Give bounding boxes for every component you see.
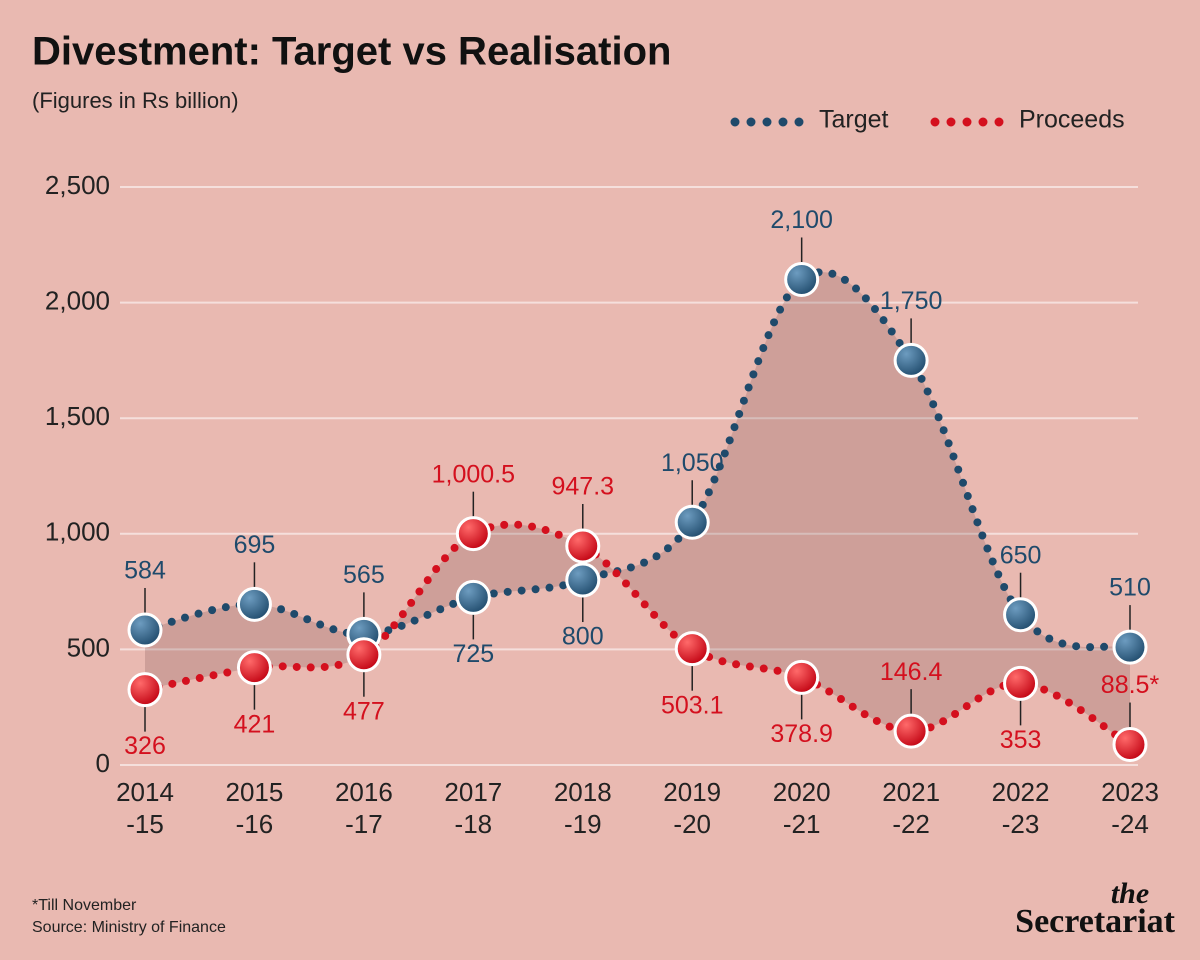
x-tick-label: 2016 -17 [334,777,393,839]
point [565,562,601,598]
gap-area [145,272,1130,745]
x-tick-label: 2023 -24 [1101,777,1159,839]
point [674,631,710,667]
point [893,342,929,378]
y-tick-label: 0 [96,748,110,778]
data-label: 146.4 [880,658,943,686]
data-label: 2,100 [770,206,833,234]
point [127,672,163,708]
point [236,586,272,622]
data-label: 800 [562,623,604,651]
data-label: 510 [1109,574,1151,602]
point [784,659,820,695]
legend-label: Proceeds [1019,106,1125,134]
data-label: 503.1 [661,691,724,719]
data-label: 88.5* [1101,671,1160,699]
chart-title: Divestment: Target vs Realisation [32,30,671,74]
x-tick-label: 2020 -21 [772,777,831,839]
point [784,261,820,297]
data-label: 1,000.5 [432,460,515,488]
data-label: 1,050 [661,449,724,477]
point [1003,597,1039,633]
y-tick-label: 2,500 [45,170,110,200]
point [565,528,601,564]
data-label: 584 [124,557,166,585]
chart-subtitle: (Figures in Rs billion) [32,88,239,113]
data-label: 421 [234,710,276,738]
point [455,579,491,615]
data-label: 725 [452,640,494,668]
y-tick-label: 500 [67,632,110,662]
brand: Secretariat [1015,903,1176,940]
x-tick-label: 2015 -16 [225,777,284,839]
footnote: *Till November [32,897,137,914]
source: Source: Ministry of Finance [32,919,226,936]
series-line [141,268,1134,652]
data-label: 947.3 [551,473,614,501]
point [127,612,163,648]
series-line [141,520,1134,749]
point [1003,665,1039,701]
data-label: 378.9 [770,720,833,748]
data-label: 695 [234,531,276,559]
y-tick-label: 2,000 [45,285,110,315]
x-tick-label: 2022 -23 [991,777,1050,839]
point [346,637,382,673]
point [893,713,929,749]
y-tick-label: 1,000 [45,517,110,547]
x-tick-label: 2017 -18 [444,777,503,839]
data-label: 650 [1000,541,1042,569]
data-label: 565 [343,561,385,589]
x-tick-label: 2021 -22 [882,777,941,839]
legend-label: Target [819,106,889,134]
point [1112,629,1148,665]
point [455,516,491,552]
y-tick-label: 1,500 [45,401,110,431]
data-label: 477 [343,697,385,725]
data-label: 353 [1000,726,1042,754]
data-label: 1,750 [880,287,943,315]
point [1112,727,1148,763]
point [674,504,710,540]
brand-top: the [1111,877,1149,910]
x-tick-label: 2019 -20 [663,777,722,839]
x-tick-label: 2018 -19 [553,777,612,839]
point [236,650,272,686]
x-tick-label: 2014 -15 [116,777,174,839]
data-label: 326 [124,732,166,760]
